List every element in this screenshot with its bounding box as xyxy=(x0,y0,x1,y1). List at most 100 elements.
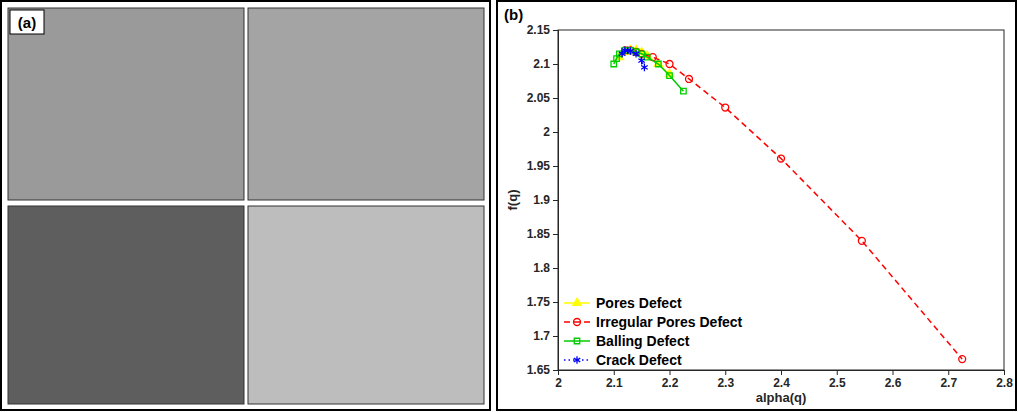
series xyxy=(619,47,648,72)
x-axis: 2 2.1 2.2 2.3 2.4 2.5 2.6 2.7 2.8 xyxy=(555,370,1013,390)
legend-label: Balling Defect xyxy=(596,333,690,349)
series-line xyxy=(614,50,684,91)
legend-label: Pores Defect xyxy=(596,295,682,311)
series-marker xyxy=(686,75,693,82)
y-tick-mark xyxy=(553,268,558,269)
panel-label: (b) xyxy=(504,6,523,23)
y-tick-label: 2.1 xyxy=(533,57,550,71)
y-tick: 2.1 xyxy=(533,57,558,71)
y-tick-label: 1.75 xyxy=(527,295,551,309)
x-tick: 2 xyxy=(555,370,562,390)
y-tick-label: 1.8 xyxy=(533,261,550,275)
series-marker xyxy=(656,61,661,66)
x-tick-mark xyxy=(781,370,782,375)
legend-label: Irregular Pores Defect xyxy=(596,314,743,330)
y-tick-mark xyxy=(553,200,558,201)
legend-entry: Irregular Pores Defect xyxy=(564,314,743,330)
figure: (a)22.12.22.32.42.52.62.72.81.651.71.751… xyxy=(0,0,1018,412)
panel-a-frame xyxy=(1,1,490,410)
y-tick: 1.7 xyxy=(533,329,558,343)
series-marker xyxy=(611,61,616,66)
plot-frame xyxy=(558,30,1004,370)
legend-marker xyxy=(574,319,581,326)
y-tick-label: 1.85 xyxy=(527,227,551,241)
y-tick: 2.05 xyxy=(527,91,558,105)
x-tick-mark xyxy=(725,370,726,375)
x-tick: 2.4 xyxy=(773,370,790,390)
series-marker xyxy=(858,237,865,244)
x-tick-label: 2.5 xyxy=(829,376,846,390)
x-axis-title: alpha(q) xyxy=(756,390,807,405)
y-tick: 1.75 xyxy=(527,295,558,309)
legend-line xyxy=(564,321,590,323)
y-tick-label: 1.9 xyxy=(533,193,550,207)
y-axis: 1.65 1.7 1.75 1.8 1.85 1.9 1.95 2 2.05 2.1 2.15 xyxy=(527,23,559,377)
series xyxy=(615,46,673,77)
x-tick-mark xyxy=(670,370,671,375)
series-marker xyxy=(644,54,649,59)
y-tick: 1.85 xyxy=(527,227,558,241)
micrograph-2 xyxy=(248,8,484,200)
x-tick-label: 2.1 xyxy=(606,376,623,390)
y-tick-label: 2 xyxy=(543,125,550,139)
legend-marker xyxy=(574,356,581,364)
x-tick-label: 2 xyxy=(555,376,562,390)
y-tick-mark xyxy=(553,166,558,167)
legend-label: Crack Defect xyxy=(596,352,682,368)
y-tick: 2.15 xyxy=(527,23,558,37)
panel-label: (a) xyxy=(18,14,36,31)
y-axis-title: f(q) xyxy=(505,190,520,211)
legend: Pores Defect Irregular Pores Defect Ballin… xyxy=(564,295,743,368)
x-tick-mark xyxy=(893,370,894,375)
y-tick-mark xyxy=(553,234,558,235)
series-line xyxy=(625,50,962,359)
y-tick-mark xyxy=(553,370,558,371)
y-tick-mark xyxy=(553,64,558,65)
legend-entry: Balling Defect xyxy=(564,333,690,349)
series-marker xyxy=(638,57,645,65)
series xyxy=(611,48,686,94)
x-tick: 2.5 xyxy=(829,370,846,390)
series-marker xyxy=(641,64,648,72)
series-marker xyxy=(666,61,673,68)
x-tick: 2.1 xyxy=(606,370,623,390)
series-marker xyxy=(959,356,966,363)
series-marker xyxy=(681,88,686,93)
y-tick: 1.95 xyxy=(527,159,558,173)
y-tick-label: 1.65 xyxy=(527,363,551,377)
x-axis-line xyxy=(559,371,1005,376)
legend-marker xyxy=(574,338,579,343)
panel-b-frame xyxy=(497,1,1016,410)
x-tick-mark xyxy=(837,370,838,375)
x-tick: 2.8 xyxy=(996,370,1013,390)
micrograph-4 xyxy=(248,206,484,404)
legend-entry: Crack Defect xyxy=(564,352,682,368)
y-tick-mark xyxy=(553,302,558,303)
y-tick-label: 1.95 xyxy=(527,159,551,173)
x-tick-mark xyxy=(614,370,615,375)
x-tick-label: 2.7 xyxy=(940,376,957,390)
series-marker xyxy=(633,50,640,58)
legend-marker xyxy=(573,298,581,305)
x-tick-label: 2.8 xyxy=(996,376,1013,390)
panel-a: (a) xyxy=(1,1,490,410)
x-tick-label: 2.6 xyxy=(885,376,902,390)
panel-a-label-group: (a) xyxy=(10,10,44,34)
y-tick: 1.9 xyxy=(533,193,558,207)
micrograph-1 xyxy=(8,8,244,200)
y-tick-label: 2.05 xyxy=(527,91,551,105)
y-tick: 1.8 xyxy=(533,261,558,275)
x-tick-label: 2.3 xyxy=(717,376,734,390)
y-tick-mark xyxy=(553,98,558,99)
panel-b: 22.12.22.32.42.52.62.72.81.651.71.751.81… xyxy=(497,1,1016,410)
x-tick-mark xyxy=(1004,370,1005,375)
y-tick-mark xyxy=(553,336,558,337)
y-tick-label: 1.7 xyxy=(533,329,550,343)
x-tick-label: 2.2 xyxy=(662,376,679,390)
y-tick-label: 2.15 xyxy=(527,23,551,37)
series-marker xyxy=(778,155,785,162)
panel-a-label-box xyxy=(10,10,44,34)
y-axis-line xyxy=(553,31,559,371)
series-marker xyxy=(667,73,672,78)
y-tick-mark xyxy=(553,30,558,31)
